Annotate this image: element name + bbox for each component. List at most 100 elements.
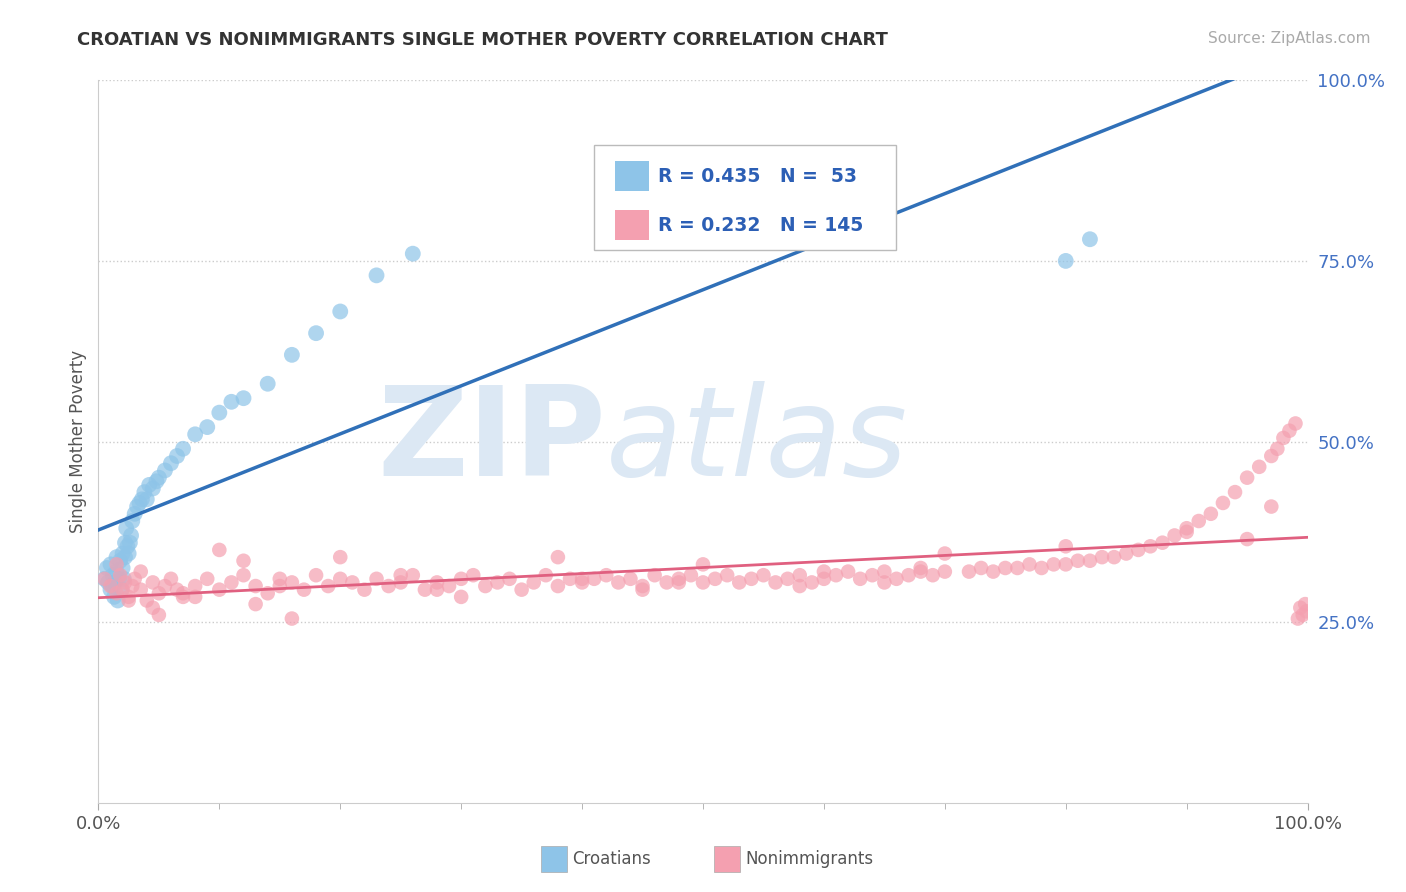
Point [184, 590, 207, 604]
Point [1278, 424, 1301, 438]
Point [281, 575, 304, 590]
Point [124, 507, 146, 521]
Point [716, 568, 738, 582]
Point [112, 572, 135, 586]
Point [1115, 547, 1137, 561]
Point [195, 572, 218, 586]
Point [153, 463, 176, 477]
Point [1199, 507, 1222, 521]
Point [547, 550, 569, 565]
Point [437, 579, 460, 593]
Point [510, 582, 533, 597]
Point [1102, 550, 1125, 565]
Point [934, 547, 956, 561]
Point [728, 575, 751, 590]
Point [142, 482, 165, 496]
Point [142, 600, 165, 615]
Point [108, 554, 131, 568]
Point [450, 572, 472, 586]
Point [232, 568, 254, 582]
Point [101, 579, 124, 593]
Point [195, 420, 218, 434]
Point [105, 565, 128, 579]
Point [595, 568, 617, 582]
Point [118, 547, 141, 561]
Point [1260, 449, 1282, 463]
Point [115, 521, 138, 535]
Point [1175, 524, 1198, 539]
Point [1054, 558, 1077, 572]
Point [534, 568, 557, 582]
Point [631, 582, 654, 597]
Point [1212, 496, 1234, 510]
Point [426, 575, 449, 590]
Point [353, 582, 375, 597]
Point [970, 561, 993, 575]
Point [1007, 561, 1029, 575]
Point [100, 558, 122, 572]
Point [1267, 442, 1289, 456]
Point [1067, 554, 1090, 568]
Point [108, 568, 131, 582]
Point [1152, 535, 1174, 549]
Point [305, 326, 328, 340]
Point [232, 554, 254, 568]
Point [849, 572, 872, 586]
Point [679, 568, 702, 582]
Point [221, 575, 243, 590]
Point [269, 572, 291, 586]
Point [121, 579, 143, 593]
Point [342, 575, 364, 590]
Point [1054, 539, 1077, 553]
Point [103, 590, 125, 604]
Point [740, 572, 762, 586]
Point [110, 582, 132, 597]
Point [571, 575, 593, 590]
Point [450, 590, 472, 604]
Point [184, 427, 207, 442]
Point [93, 572, 115, 586]
Text: Source: ZipAtlas.com: Source: ZipAtlas.com [1208, 31, 1371, 46]
Point [498, 572, 520, 586]
Point [105, 550, 128, 565]
Point [114, 535, 136, 549]
Point [486, 575, 509, 590]
Point [100, 582, 122, 597]
Point [825, 568, 848, 582]
Point [208, 542, 231, 557]
Point [120, 528, 142, 542]
Point [631, 579, 654, 593]
Text: CROATIAN VS NONIMMIGRANTS SINGLE MOTHER POVERTY CORRELATION CHART: CROATIAN VS NONIMMIGRANTS SINGLE MOTHER … [77, 31, 889, 49]
Point [256, 586, 278, 600]
Point [148, 470, 170, 484]
Point [145, 475, 167, 489]
Point [389, 568, 412, 582]
Point [402, 568, 425, 582]
Point [765, 575, 787, 590]
Point [800, 575, 823, 590]
Point [583, 572, 606, 586]
Point [269, 579, 291, 593]
Point [1292, 607, 1315, 622]
Point [1128, 542, 1150, 557]
Point [1294, 597, 1316, 611]
Text: R = 0.435   N =  53: R = 0.435 N = 53 [658, 167, 858, 186]
Point [118, 593, 141, 607]
Point [117, 539, 139, 553]
Point [873, 565, 896, 579]
Point [644, 568, 666, 582]
Point [121, 514, 143, 528]
Point [571, 572, 593, 586]
Point [463, 568, 485, 582]
Point [1295, 604, 1317, 618]
Point [245, 597, 267, 611]
Point [107, 593, 129, 607]
Point [118, 535, 141, 549]
Point [1236, 470, 1258, 484]
Point [305, 568, 328, 582]
Point [101, 568, 124, 582]
Point [184, 579, 207, 593]
Point [692, 575, 714, 590]
Point [148, 586, 170, 600]
Point [837, 565, 859, 579]
